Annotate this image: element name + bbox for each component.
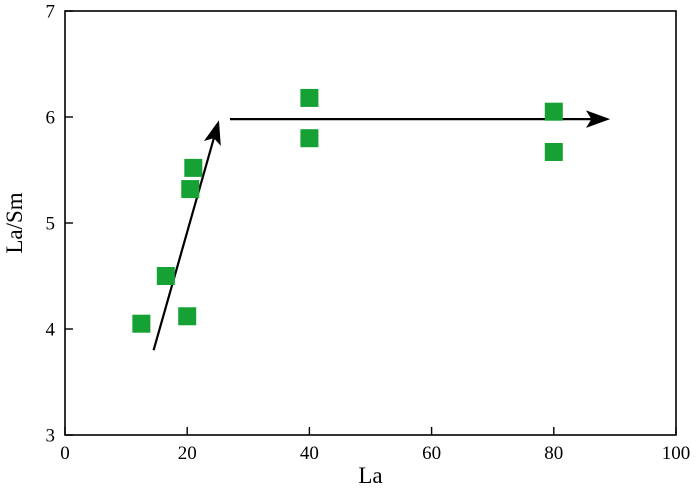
x-tick-label: 60 [422, 443, 441, 464]
data-point [178, 307, 197, 326]
x-tick-label: 0 [60, 443, 70, 464]
y-tick-label: 3 [46, 426, 56, 447]
y-tick-label: 5 [46, 214, 56, 235]
y-tick-label: 6 [46, 108, 56, 129]
steep-trend-arrow [152, 120, 221, 351]
plot-frame [64, 10, 677, 436]
data-point [184, 158, 203, 177]
data-point [181, 180, 200, 199]
y-tick-label: 4 [46, 320, 56, 341]
data-point [156, 267, 175, 285]
x-axis-label: La [358, 463, 382, 488]
data-point [300, 129, 319, 148]
x-tick-label: 80 [544, 443, 563, 464]
data-point [300, 88, 319, 107]
x-tick-label: 100 [662, 443, 691, 464]
x-tick-label: 20 [178, 443, 197, 464]
data-point [544, 142, 563, 161]
y-tick-label: 7 [46, 2, 56, 23]
x-tick-label: 40 [300, 443, 319, 464]
data-point [132, 314, 151, 333]
data-point [544, 102, 563, 121]
y-axis-label: La/Sm [2, 192, 27, 253]
